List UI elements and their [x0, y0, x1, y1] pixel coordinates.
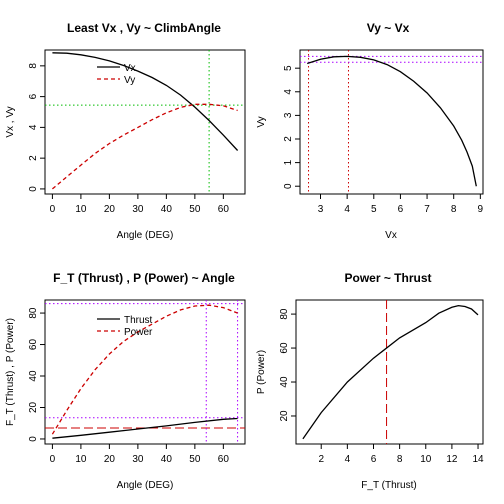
series-line-vy [52, 104, 237, 189]
y-tick-label: 20 [28, 401, 39, 413]
legend-label-thrust: Thrust [124, 315, 153, 326]
legend: Vx Vy [97, 63, 136, 86]
plot-box [296, 300, 483, 444]
series-lines [52, 53, 237, 189]
y-tick-label: 4 [283, 89, 294, 95]
x-tick-label: 30 [132, 454, 144, 465]
series-line [303, 306, 478, 439]
x-ticks: 0 10 20 30 40 50 60 [50, 444, 230, 465]
panel-title: F_T (Thrust) , P (Power) ~ Angle [53, 271, 235, 285]
plot-box [45, 50, 245, 194]
y-ticks: 0 2 4 6 8 [28, 63, 45, 192]
y-ticks: 20 40 60 80 [279, 308, 296, 421]
x-tick-label: 2 [318, 454, 324, 465]
x-tick-label: 40 [161, 454, 173, 465]
x-tick-label: 60 [218, 204, 230, 215]
panel-title: Vy ~ Vx [367, 21, 410, 35]
x-axis-label: Angle (DEG) [117, 230, 174, 241]
x-axis-label: Vx [385, 230, 397, 241]
reference-lines [45, 50, 245, 194]
x-tick-label: 20 [104, 204, 116, 215]
series-lines [307, 56, 476, 186]
series-line [307, 56, 476, 186]
y-tick-label: 6 [28, 93, 39, 99]
y-tick-label: 40 [28, 370, 39, 382]
y-tick-label: 0 [283, 183, 294, 189]
x-tick-label: 10 [75, 454, 87, 465]
panel-power-thrust: Power ~ Thrust F_T (Thrust) P (Power) 2 4… [256, 271, 484, 491]
y-tick-label: 80 [28, 307, 39, 319]
x-tick-label: 30 [132, 204, 144, 215]
x-tick-label: 0 [50, 204, 56, 215]
y-tick-label: 0 [28, 186, 39, 192]
y-tick-label: 0 [28, 436, 39, 442]
x-tick-label: 12 [446, 454, 458, 465]
y-tick-label: 20 [279, 410, 290, 422]
y-tick-label: 40 [279, 376, 290, 388]
x-tick-label: 20 [104, 454, 116, 465]
x-tick-label: 4 [345, 454, 351, 465]
x-tick-label: 60 [218, 454, 230, 465]
x-ticks: 3 4 5 6 7 8 9 [318, 194, 484, 215]
y-tick-label: 60 [28, 339, 39, 351]
x-tick-label: 3 [318, 204, 324, 215]
x-tick-label: 10 [75, 204, 87, 215]
panel-thrust-power-angle: F_T (Thrust) , P (Power) ~ Angle Angle (… [5, 271, 245, 491]
x-axis-label: F_T (Thrust) [361, 480, 416, 491]
x-ticks: 2 4 6 8 10 12 14 [318, 444, 484, 465]
x-tick-label: 14 [472, 454, 484, 465]
legend: Thrust Power [97, 315, 153, 338]
x-tick-label: 10 [420, 454, 432, 465]
y-tick-label: 80 [279, 308, 290, 320]
panel-title: Power ~ Thrust [344, 271, 431, 285]
x-tick-label: 9 [478, 204, 484, 215]
legend-label-vy: Vy [124, 75, 135, 86]
x-tick-label: 6 [398, 204, 404, 215]
x-tick-label: 8 [397, 454, 403, 465]
panel-title: Least Vx , Vy ~ ClimbAngle [67, 21, 221, 35]
plot-box [300, 50, 483, 194]
panel-vxvy-angle: Least Vx , Vy ~ ClimbAngle Angle (DEG) V… [5, 21, 245, 241]
series-line-vx [52, 53, 237, 151]
y-tick-label: 8 [28, 63, 39, 69]
x-tick-label: 8 [451, 204, 457, 215]
y-ticks: 0 20 40 60 80 [28, 307, 45, 442]
y-tick-label: 4 [28, 124, 39, 130]
x-tick-label: 7 [424, 204, 430, 215]
y-tick-label: 1 [283, 159, 294, 165]
legend-label-power: Power [124, 327, 153, 338]
x-tick-label: 0 [50, 454, 56, 465]
y-axis-label: Vx , Vy [5, 106, 16, 137]
y-tick-label: 3 [283, 112, 294, 118]
y-axis-label: Vy [256, 116, 267, 127]
reference-lines [300, 50, 483, 194]
x-tick-label: 5 [371, 204, 377, 215]
legend-label-vx: Vx [124, 63, 136, 74]
x-axis-label: Angle (DEG) [117, 480, 174, 491]
x-tick-label: 4 [344, 204, 350, 215]
y-axis-label: P (Power) [256, 350, 267, 394]
y-ticks: 0 1 2 3 4 5 [283, 65, 300, 189]
panel-vy-vx: Vy ~ Vx Vx Vy 3 4 5 6 7 8 9 0 1 2 3 4 5 [256, 21, 484, 241]
x-tick-label: 50 [189, 204, 201, 215]
y-tick-label: 5 [283, 65, 294, 71]
x-tick-label: 50 [189, 454, 201, 465]
y-axis-label: F_T (Thrust) , P (Power) [5, 318, 16, 426]
y-tick-label: 60 [279, 342, 290, 354]
x-tick-label: 6 [371, 454, 377, 465]
x-tick-label: 40 [161, 204, 173, 215]
x-ticks: 0 10 20 30 40 50 60 [50, 194, 230, 215]
y-tick-label: 2 [283, 136, 294, 142]
series-lines [303, 306, 478, 439]
y-tick-label: 2 [28, 155, 39, 161]
